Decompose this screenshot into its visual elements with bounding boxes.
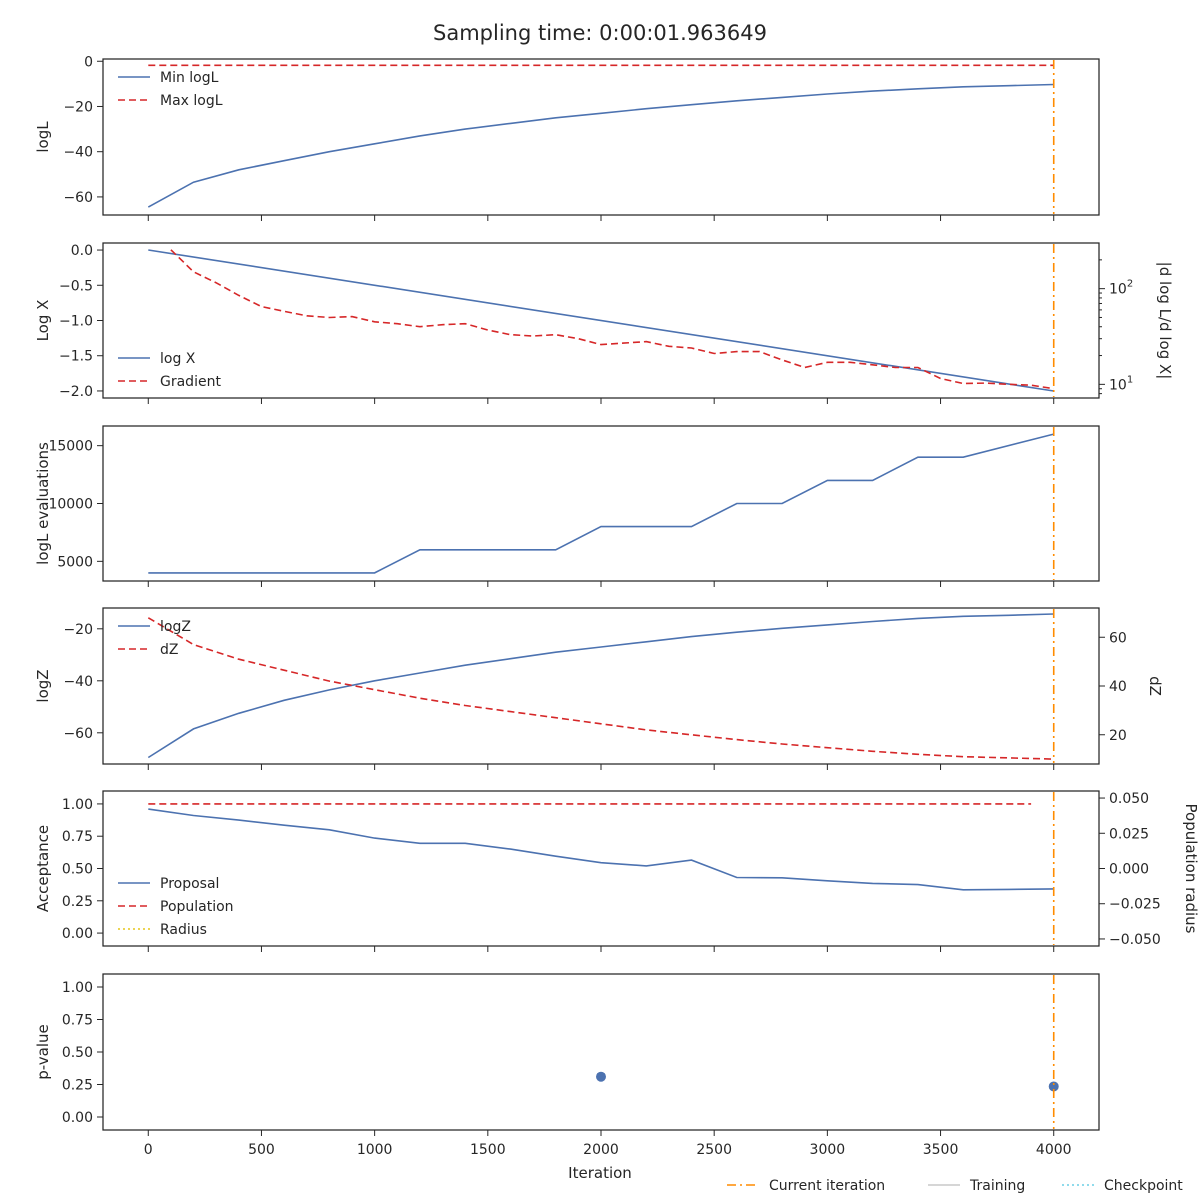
- y2-tick-label: 20: [1109, 728, 1127, 744]
- series-line-2: [170, 249, 1054, 390]
- y-tick-label: −1.0: [59, 314, 93, 330]
- y-tick-label: 15000: [48, 439, 93, 455]
- y2-tick-label: −0.050: [1109, 932, 1161, 948]
- series-line-1: [148, 249, 1054, 392]
- legend-label: Population: [160, 899, 234, 915]
- x-tick-label: 1000: [357, 1142, 393, 1158]
- x-tick-label: 4000: [1036, 1142, 1072, 1158]
- y-tick-label: 0.50: [62, 862, 93, 878]
- y-tick-label: 5000: [57, 554, 93, 570]
- legend-label: Min logL: [160, 70, 219, 86]
- x-tick-label: 1500: [470, 1142, 506, 1158]
- axes-frame: [102, 58, 1100, 216]
- y2-tick-label: −0.025: [1109, 897, 1161, 913]
- y-tick-label: −40: [63, 674, 93, 690]
- x-tick-label: 500: [248, 1142, 275, 1158]
- y-tick-label: 0.00: [62, 926, 93, 942]
- panel-2: 0.0 −0.5 −1.0 −1.5 −2.0 101 102 Log X |d log L/d…: [34, 242, 1174, 404]
- series-line-1: [147, 83, 1054, 208]
- y-axis-label: Log X: [34, 300, 52, 342]
- y2-axis-label: Population radius: [1182, 804, 1200, 934]
- legend-label: Gradient: [160, 374, 221, 390]
- y-tick-label: 0.00: [62, 1110, 93, 1126]
- tick-exponent: 2: [1127, 279, 1133, 290]
- legend-label: log X: [160, 351, 196, 367]
- x-tick-label: 0: [144, 1142, 153, 1158]
- y-tick-label: 1.00: [62, 797, 93, 813]
- y-tick-label: 0.75: [62, 829, 93, 845]
- y-tick-label: 1.00: [62, 980, 93, 996]
- y-axis-label: p-value: [34, 1024, 52, 1080]
- series-line-1: [147, 613, 1054, 759]
- y-tick-label: −1.5: [59, 349, 93, 365]
- legend-label: Max logL: [160, 93, 223, 109]
- bottom-legend-label: Training: [969, 1178, 1025, 1194]
- axes-frame: [102, 607, 1100, 765]
- panel-5: 1.00 0.75 0.50 0.25 0.00 0.050 0.025 0.000 −0.02…: [34, 790, 1200, 952]
- y-axis-label: logL: [34, 121, 52, 153]
- x-tick-label: 2000: [583, 1142, 619, 1158]
- panels: 0 −20 −40 −60 logL Min logL Max logL 0.0 −0.5 −1.…: [34, 54, 1200, 1158]
- y-tick-label: −20: [63, 99, 93, 115]
- y2-tick-label: 40: [1109, 679, 1127, 695]
- y-axis-label: Acceptance: [34, 825, 52, 912]
- y2-tick-label: 0.050: [1109, 791, 1149, 807]
- y-tick-label: −60: [63, 190, 93, 206]
- figure-title: Sampling time: 0:00:01.963649: [433, 21, 767, 45]
- data-point: [1048, 1081, 1059, 1092]
- legend-label: logZ: [160, 619, 191, 635]
- y2-axis-label: dZ: [1146, 676, 1164, 696]
- y-tick-label: −0.5: [59, 278, 93, 294]
- y-tick-label: −2.0: [59, 384, 93, 400]
- y2-tick-label: 101: [1109, 374, 1133, 393]
- x-tick-label: 3500: [923, 1142, 959, 1158]
- axes-frame: [102, 790, 1100, 947]
- y2-tick-label: 102: [1109, 279, 1133, 298]
- legend-label: Proposal: [160, 876, 219, 892]
- bottom-legend-label: Current iteration: [769, 1178, 885, 1194]
- axes-frame: [102, 973, 1100, 1131]
- y-tick-label: 0.25: [62, 1078, 93, 1094]
- series-line-1: [148, 808, 1054, 891]
- tick-exponent: 1: [1127, 374, 1133, 385]
- y-tick-label: 0.0: [71, 243, 93, 259]
- y2-tick-label: 0.000: [1109, 862, 1149, 878]
- panel-1: 0 −20 −40 −60 logL Min logL Max logL: [34, 54, 1100, 221]
- y-tick-label: 0.25: [62, 894, 93, 910]
- bottom-legend: Current iteration Training Checkpoint: [727, 1178, 1183, 1194]
- y-tick-label: −40: [63, 145, 93, 161]
- y-tick-label: −20: [63, 622, 93, 638]
- legend-label: dZ: [160, 642, 178, 658]
- y-tick-label: 0: [84, 54, 93, 70]
- y-tick-label: −60: [63, 726, 93, 742]
- y2-axis-label: |d log L/d log X|: [1156, 262, 1174, 380]
- panel-4: −20 −40 −60 20 40 60 logZ dZ logZ dZ: [34, 607, 1164, 770]
- y-tick-label: 0.50: [62, 1045, 93, 1061]
- x-axis-label: Iteration: [568, 1164, 632, 1182]
- y2-tick-label: 0.025: [1109, 826, 1149, 842]
- y2-tick-label: 60: [1109, 630, 1127, 646]
- y-axis-label: logZ: [34, 669, 52, 702]
- bottom-legend-label: Checkpoint: [1104, 1178, 1183, 1194]
- series-line-1: [148, 433, 1054, 574]
- y-axis-label: logL evaluations: [34, 442, 52, 565]
- panel-6: 0 500 1000 1500 2000 2500 3000 3500 4000 1.00 0.75…: [34, 973, 1100, 1158]
- series-line-2: [147, 617, 1054, 760]
- x-tick-label: 2500: [696, 1142, 732, 1158]
- legend-label: Radius: [160, 922, 207, 938]
- y-tick-label: 10000: [48, 497, 93, 513]
- axes-frame: [102, 425, 1100, 582]
- data-point: [596, 1071, 606, 1082]
- y-tick-label: 0.75: [62, 1013, 93, 1029]
- x-tick-label: 3000: [810, 1142, 846, 1158]
